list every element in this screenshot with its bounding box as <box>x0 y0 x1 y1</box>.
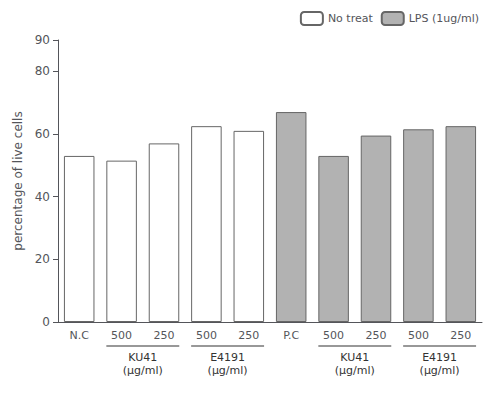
svg-text:250: 250 <box>366 329 387 342</box>
svg-text:500: 500 <box>408 329 429 342</box>
svg-text:(μg/ml): (μg/ml) <box>420 364 460 377</box>
svg-text:250: 250 <box>450 329 471 342</box>
svg-text:60: 60 <box>35 127 50 141</box>
svg-text:500: 500 <box>111 329 132 342</box>
svg-text:LPS (1ug/ml): LPS (1ug/ml) <box>409 12 479 25</box>
svg-text:90: 90 <box>35 33 50 47</box>
svg-text:250: 250 <box>238 329 259 342</box>
svg-text:E4191: E4191 <box>422 351 457 364</box>
svg-text:KU41: KU41 <box>128 351 157 364</box>
svg-text:N.C: N.C <box>69 329 89 342</box>
svg-text:0: 0 <box>42 315 50 329</box>
svg-text:(μg/ml): (μg/ml) <box>335 364 375 377</box>
svg-text:No treat: No treat <box>328 12 374 25</box>
svg-text:500: 500 <box>196 329 217 342</box>
svg-text:20: 20 <box>35 252 50 266</box>
svg-text:percentage of live cells: percentage of live cells <box>11 111 25 250</box>
svg-text:250: 250 <box>154 329 175 342</box>
svg-text:(μg/ml): (μg/ml) <box>208 364 248 377</box>
svg-text:40: 40 <box>35 190 50 204</box>
svg-text:E4191: E4191 <box>210 351 245 364</box>
svg-text:(μg/ml): (μg/ml) <box>123 364 163 377</box>
svg-text:P.C: P.C <box>283 329 299 342</box>
svg-text:80: 80 <box>35 64 50 78</box>
svg-text:KU41: KU41 <box>340 351 369 364</box>
svg-text:500: 500 <box>323 329 344 342</box>
